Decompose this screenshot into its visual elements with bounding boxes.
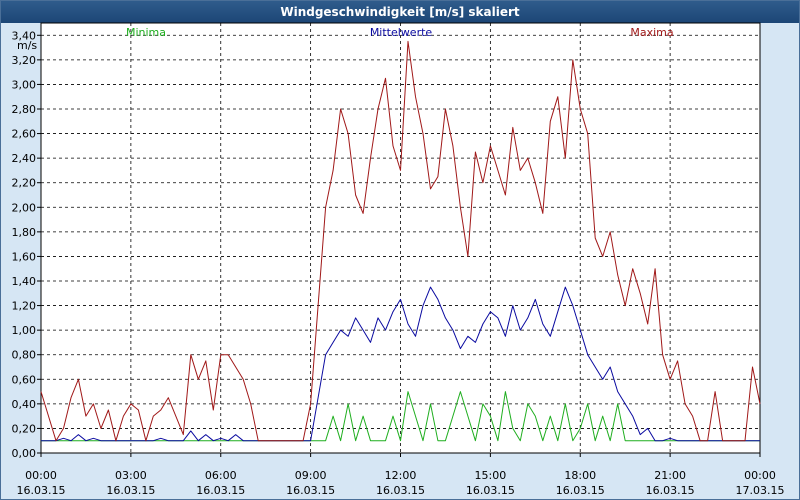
y-tick-label: 1,00	[12, 324, 37, 337]
x-tick-time: 12:00	[385, 469, 417, 482]
y-tick-label: 3,20	[12, 54, 37, 67]
y-tick-label: 1,40	[12, 275, 37, 288]
x-tick-time: 03:00	[115, 469, 147, 482]
x-tick-time: 21:00	[654, 469, 686, 482]
x-tick-date: 17.03.15	[736, 484, 785, 497]
legend-maxima: Maxima	[630, 26, 673, 39]
y-tick-label: 0,80	[12, 349, 37, 362]
series-line-minima	[41, 391, 760, 442]
x-tick-date: 16.03.15	[196, 484, 245, 497]
series-line-maxima	[40, 40, 761, 442]
series-line-mittelwerte	[41, 286, 760, 442]
y-tick-label: 2,40	[12, 152, 37, 165]
legend-minima: Minima	[126, 26, 166, 39]
x-tick-date: 16.03.15	[646, 484, 695, 497]
y-axis-unit: m/s	[17, 39, 37, 52]
x-tick-date: 16.03.15	[466, 484, 515, 497]
legend: Minima Mittelwerte Maxima	[126, 26, 674, 39]
plot-area	[40, 22, 761, 454]
x-tick-date: 16.03.15	[556, 484, 605, 497]
x-tick-time: 00:00	[25, 469, 57, 482]
x-tick-date: 16.03.15	[286, 484, 335, 497]
x-tick-date: 16.03.15	[106, 484, 155, 497]
legend-mittelwerte: Mittelwerte	[370, 26, 433, 39]
y-tick-label: 0,40	[12, 398, 37, 411]
y-tick-label: 1,20	[12, 300, 37, 313]
y-tick-label: 2,60	[12, 128, 37, 141]
y-tick-label: 2,80	[12, 103, 37, 116]
x-tick-date: 16.03.15	[17, 484, 66, 497]
axis-labels: 0,00 0,20 0,40 0,60 0,80 1,00 1,20 1,40 1,60 1,80…	[12, 29, 785, 497]
y-tick-label: 1,80	[12, 226, 37, 239]
y-tick-label: 3,40	[12, 29, 37, 42]
y-tick-label: 3,00	[12, 78, 37, 91]
y-tick-label: 0,00	[12, 447, 37, 460]
x-tick-date: 16.03.15	[376, 484, 425, 497]
x-tick-time: 00:00	[744, 469, 776, 482]
x-tick-time: 15:00	[475, 469, 507, 482]
x-tick-time: 09:00	[295, 469, 327, 482]
y-tick-label: 2,00	[12, 201, 37, 214]
chart-title: Windgeschwindigkeit [m/s] skaliert	[1, 1, 799, 23]
y-tick-label: 2,20	[12, 177, 37, 190]
series-layer	[40, 40, 761, 442]
x-tick-time: 06:00	[205, 469, 237, 482]
y-tick-label: 0,20	[12, 422, 37, 435]
x-tick-time: 18:00	[564, 469, 596, 482]
y-tick-label: 0,60	[12, 373, 37, 386]
y-tick-label: 1,60	[12, 250, 37, 263]
